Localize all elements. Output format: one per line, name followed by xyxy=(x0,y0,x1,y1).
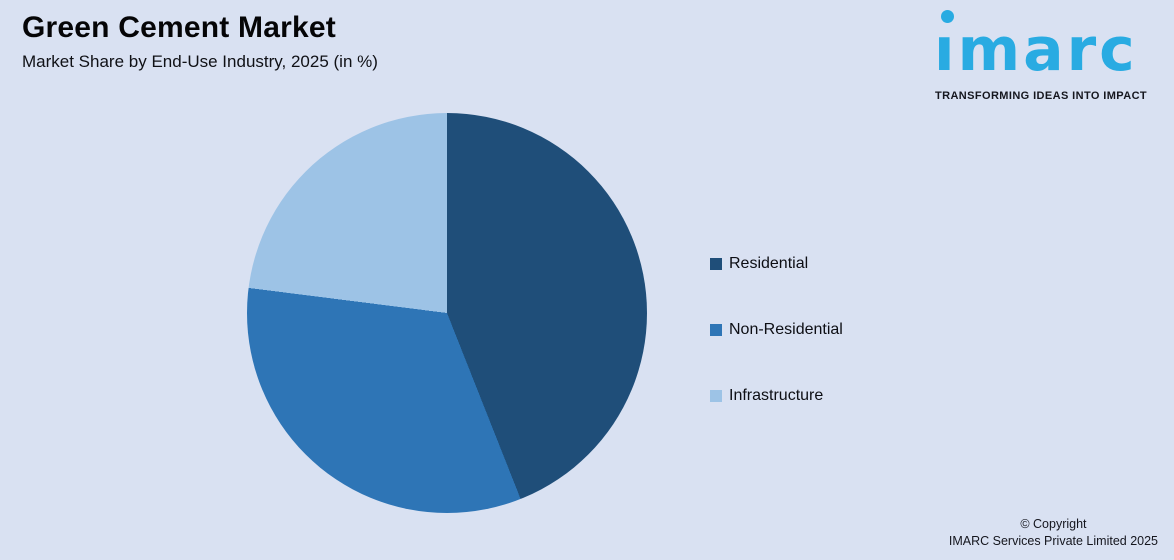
legend-item-non-residential: Non-Residential xyxy=(710,321,843,339)
imarc-wordmark: ımarc xyxy=(934,15,1138,85)
legend-swatch-infrastructure xyxy=(710,390,722,402)
header: Green Cement Market Market Share by End-… xyxy=(22,11,378,72)
legend-item-residential: Residential xyxy=(710,255,843,273)
legend-item-infrastructure: Infrastructure xyxy=(710,387,843,405)
pie-chart xyxy=(247,113,647,513)
chart-legend: Residential Non-Residential Infrastructu… xyxy=(710,255,843,453)
imarc-tagline: TRANSFORMING IDEAS INTO IMPACT xyxy=(935,90,1148,102)
legend-label-residential: Residential xyxy=(729,255,809,272)
legend-label-non-residential: Non-Residential xyxy=(729,321,843,338)
imarc-logo-dot-icon xyxy=(941,10,954,23)
copyright-line1: © Copyright xyxy=(1020,517,1087,531)
legend-swatch-residential xyxy=(710,258,722,270)
copyright-notice: © Copyright IMARC Services Private Limit… xyxy=(949,516,1158,549)
page-subtitle: Market Share by End-Use Industry, 2025 (… xyxy=(22,52,378,71)
legend-label-infrastructure: Infrastructure xyxy=(729,387,824,404)
copyright-line2: IMARC Services Private Limited 2025 xyxy=(948,533,1158,548)
page-title: Green Cement Market xyxy=(22,11,336,44)
imarc-logo: ımarc TRANSFORMING IDEAS INTO IMPACT xyxy=(934,6,1166,106)
legend-swatch-non-residential xyxy=(710,324,722,336)
